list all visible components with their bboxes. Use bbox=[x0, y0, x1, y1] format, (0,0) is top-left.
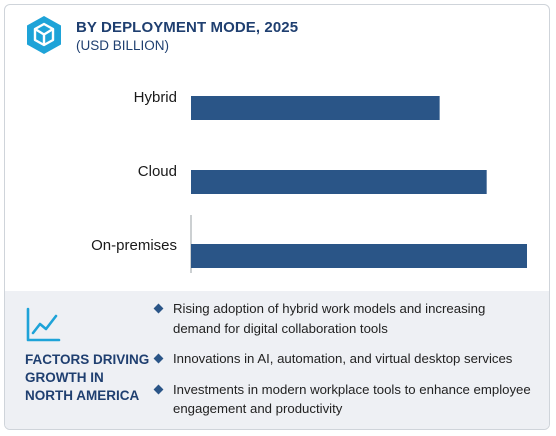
bar-chart: Hybrid Cloud On-premises bbox=[91, 89, 527, 273]
factor-text: Investments in modern workplace tools to… bbox=[173, 381, 531, 417]
factor-item: Rising adoption of hybrid work models an… bbox=[153, 299, 535, 338]
trend-line-icon bbox=[26, 307, 61, 342]
bar-cloud bbox=[191, 170, 487, 194]
diamond-bullet-icon bbox=[153, 353, 164, 364]
factor-text: Rising adoption of hybrid work models an… bbox=[173, 301, 486, 336]
factor-item: Innovations in AI, automation, and virtu… bbox=[153, 349, 535, 369]
bar-hybrid bbox=[191, 96, 440, 120]
factor-item: Investments in modern workplace tools to… bbox=[153, 380, 535, 419]
factors-list: Rising adoption of hybrid work models an… bbox=[153, 299, 535, 429]
factors-title: FACTORS DRIVING GROWTH IN NORTH AMERICA bbox=[25, 352, 150, 403]
diamond-bullet-icon bbox=[153, 384, 164, 394]
chart-subtitle: (USD BILLION) bbox=[76, 38, 170, 53]
factor-text: Innovations in AI, automation, and virtu… bbox=[173, 351, 513, 366]
category-label: On-premises bbox=[91, 237, 177, 254]
infographic-card: BY DEPLOYMENT MODE, 2025 (USD BILLION) H… bbox=[4, 4, 550, 430]
cube-logo-icon bbox=[27, 16, 61, 54]
category-label: Hybrid bbox=[134, 89, 177, 106]
diamond-bullet-icon bbox=[153, 303, 164, 314]
bar-on-premises bbox=[191, 244, 527, 268]
growth-factors-panel: FACTORS DRIVING GROWTH IN NORTH AMERICA … bbox=[5, 291, 549, 429]
category-label: Cloud bbox=[138, 163, 177, 180]
chart-title: BY DEPLOYMENT MODE, 2025 bbox=[76, 19, 299, 36]
